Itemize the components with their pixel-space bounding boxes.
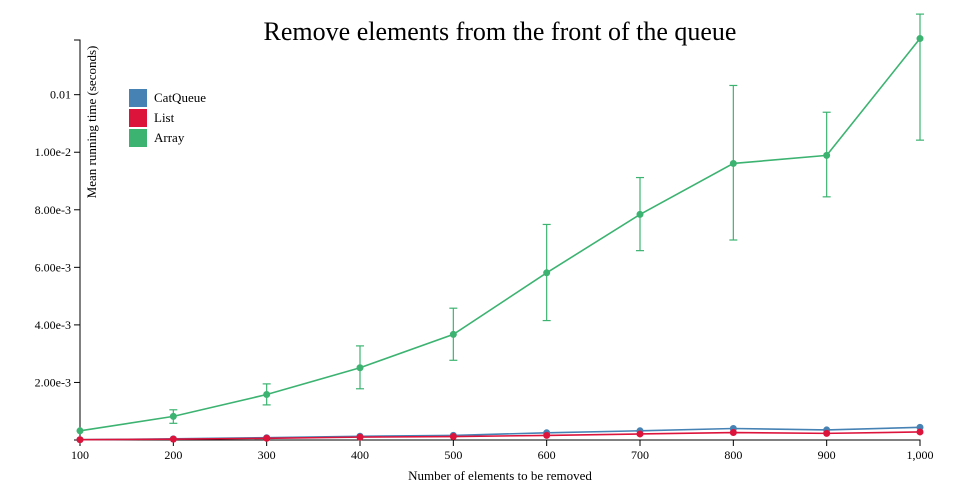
- chart-title: Remove elements from the front of the qu…: [264, 17, 737, 46]
- legend-label-array: Array: [154, 130, 185, 145]
- x-tick-label: 400: [351, 448, 369, 462]
- x-tick-label: 500: [444, 448, 462, 462]
- series-array: [76, 13, 924, 435]
- x-tick-label: 700: [631, 448, 649, 462]
- data-point-array: [263, 391, 271, 399]
- data-point-array: [729, 159, 737, 167]
- data-point-list: [76, 436, 84, 444]
- y-tick-label: 1.00e-2: [35, 145, 71, 159]
- data-point-array: [76, 427, 84, 435]
- data-point-list: [729, 429, 737, 437]
- series-list: [76, 428, 924, 444]
- data-point-list: [636, 430, 644, 438]
- legend-label-catqueue: CatQueue: [154, 90, 206, 105]
- legend-swatch-catqueue: [129, 89, 147, 107]
- data-point-list: [916, 428, 924, 436]
- data-point-list: [823, 429, 831, 437]
- x-tick-label: 200: [164, 448, 182, 462]
- data-point-array: [636, 210, 644, 218]
- y-tick-label: 0.01: [50, 88, 71, 102]
- data-point-array: [823, 151, 831, 159]
- series-layer: [76, 13, 924, 444]
- x-axis-title: Number of elements to be removed: [408, 468, 592, 483]
- data-point-array: [543, 269, 551, 277]
- legend-label-list: List: [154, 110, 175, 125]
- data-point-array: [916, 35, 924, 43]
- legend-swatch-list: [129, 109, 147, 127]
- axes: 100 200 300 400 500 600 700 800 900 1,000 2.00e-3 4…: [35, 39, 934, 462]
- data-point-array: [356, 364, 364, 372]
- y-tick-label: 4.00e-3: [35, 318, 71, 332]
- data-point-list: [543, 431, 551, 439]
- x-tick-label: 600: [538, 448, 556, 462]
- x-tick-label: 100: [71, 448, 89, 462]
- data-point-list: [169, 435, 177, 443]
- data-point-list: [449, 433, 457, 441]
- data-point-array: [449, 330, 457, 338]
- series-line-list: [79, 431, 921, 441]
- y-tick-label: 8.00e-3: [35, 203, 71, 217]
- data-point-list: [263, 434, 271, 442]
- data-point-list: [356, 433, 364, 441]
- series-line-array: [79, 38, 921, 432]
- y-axis-title: Mean running time (seconds): [84, 46, 99, 199]
- legend-swatch-array: [129, 129, 147, 147]
- x-tick-label: 300: [258, 448, 276, 462]
- legend: CatQueue List Array: [129, 89, 206, 147]
- x-tick-label: 1,000: [907, 448, 934, 462]
- y-tick-label: 6.00e-3: [35, 260, 71, 274]
- y-tick-label: 2.00e-3: [35, 375, 71, 389]
- x-tick-label: 900: [818, 448, 836, 462]
- x-tick-label: 800: [724, 448, 742, 462]
- data-point-array: [169, 412, 177, 420]
